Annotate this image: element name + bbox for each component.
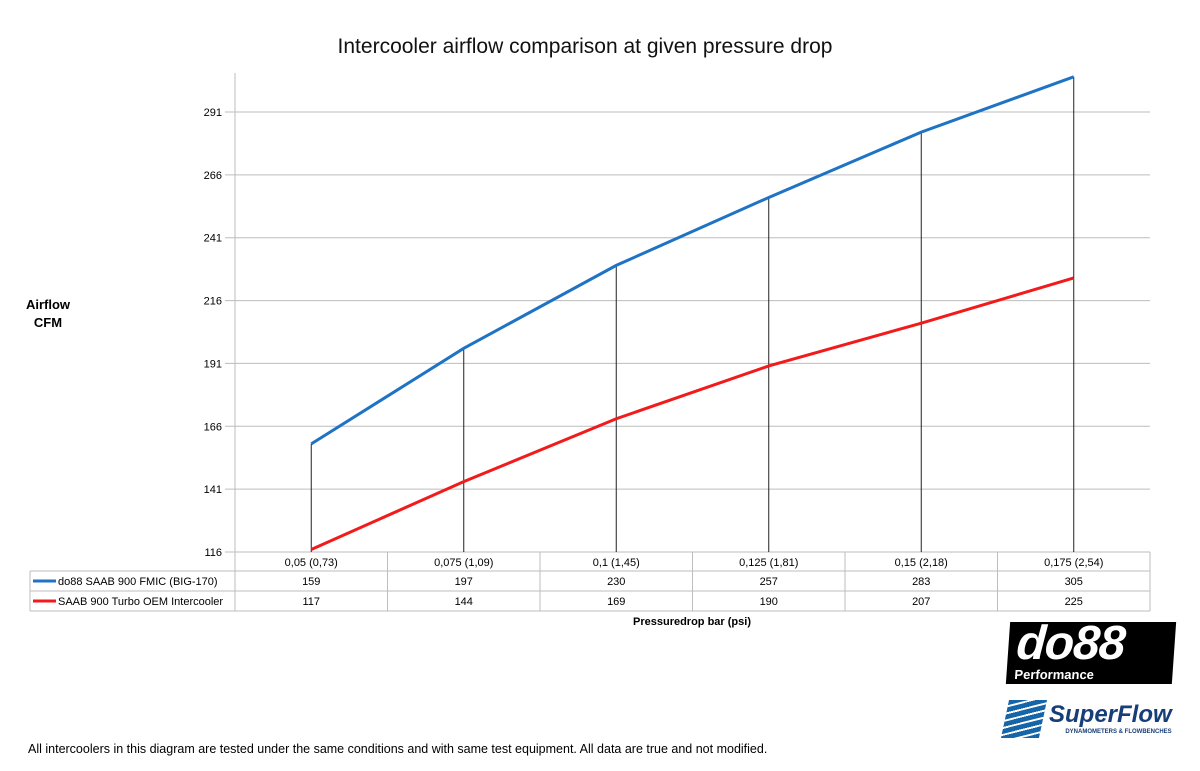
superflow-logo: SuperFlow DYNAMOMETERS & FLOWBENCHES (1000, 700, 1172, 738)
legend-label: SAAB 900 Turbo OEM Intercooler (58, 596, 223, 608)
series-line-0 (310, 75, 1075, 446)
series-line-1 (310, 276, 1075, 551)
y-axis-label: CFM (34, 315, 62, 330)
legend-label: do88 SAAB 900 FMIC (BIG-170) (58, 576, 218, 588)
do88-logo-subtext: Performance (1013, 667, 1095, 682)
table-cell: 257 (760, 576, 778, 588)
table-cell: 159 (302, 576, 320, 588)
y-tick-label: 291 (204, 107, 222, 119)
x-tick-label: 0,175 (2,54) (1044, 557, 1103, 569)
x-tick-label: 0,15 (2,18) (895, 557, 948, 569)
table-cell: 207 (912, 596, 930, 608)
table-cell: 283 (912, 576, 930, 588)
table-cell: 230 (607, 576, 625, 588)
y-tick-label: 141 (204, 484, 222, 496)
do88-logo-text: do88 (1014, 622, 1127, 670)
superflow-mark-icon (1000, 700, 1048, 738)
chart-title: Intercooler airflow comparison at given … (338, 35, 833, 58)
table-cell: 190 (760, 596, 778, 608)
table-cell: 225 (1065, 596, 1083, 608)
footer-note: All intercoolers in this diagram are tes… (28, 742, 768, 756)
table-cell: 169 (607, 596, 625, 608)
superflow-logo-text: SuperFlow (1049, 701, 1172, 728)
do88-logo: do88 Performance (1005, 622, 1177, 684)
x-tick-label: 0,1 (1,45) (593, 557, 640, 569)
table-cell: 144 (455, 596, 473, 608)
table-cell: 305 (1065, 576, 1083, 588)
x-tick-label: 0,05 (0,73) (285, 557, 338, 569)
y-tick-label: 166 (204, 421, 222, 433)
y-axis-label: Airflow (26, 297, 71, 312)
x-axis-label: Pressuredrop bar (psi) (633, 616, 751, 628)
y-tick-label: 266 (204, 170, 222, 182)
y-tick-label: 116 (204, 547, 222, 559)
y-tick-label: 216 (204, 296, 222, 308)
superflow-logo-subtext: DYNAMOMETERS & FLOWBENCHES (1065, 729, 1172, 735)
x-tick-label: 0,125 (1,81) (739, 557, 798, 569)
x-tick-label: 0,075 (1,09) (434, 557, 493, 569)
y-tick-label: 191 (204, 358, 222, 370)
table-cell: 117 (302, 596, 320, 608)
y-tick-label: 241 (204, 233, 222, 245)
table-cell: 197 (455, 576, 473, 588)
